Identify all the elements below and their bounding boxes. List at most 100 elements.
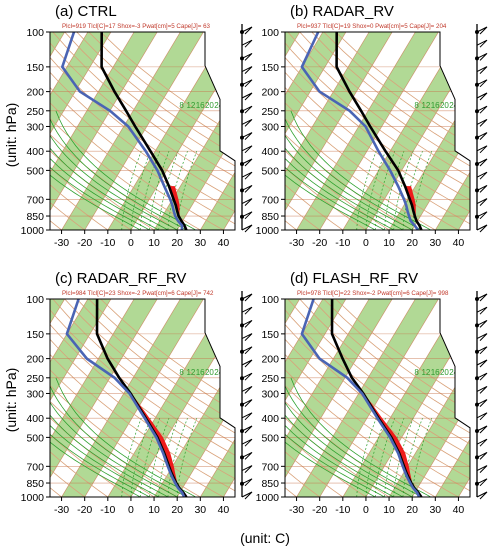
wind-dot: [240, 349, 244, 354]
wind-dot: [475, 376, 479, 381]
isotherm-line: [176, 32, 235, 230]
mixing-ratio-label: 32: [468, 101, 477, 110]
x-tick-label: -20: [312, 504, 327, 516]
moist-adiabat: [50, 110, 178, 230]
panel-stats: Plcl=919 Tlcl[C]=17 Shox=-3 Pwat[cm]=5 C…: [62, 23, 211, 30]
x-tick-label: 40: [453, 237, 465, 249]
wind-barb: [476, 132, 488, 140]
wind-dot: [240, 429, 244, 433]
y-tick-label: 700: [261, 461, 279, 473]
isotherm-line: [50, 32, 112, 230]
isotherm-line: [50, 32, 135, 230]
moist-adiabat: [285, 110, 394, 230]
wind-dot: [475, 109, 479, 114]
x-tick-label: -30: [289, 237, 304, 249]
isotherm-line: [50, 32, 158, 230]
wind-barb: [241, 293, 253, 302]
wind-barb: [241, 66, 253, 74]
mixing-ratio-line: [130, 151, 151, 230]
y-axis-label-bottom: (unit: hPa): [3, 368, 19, 433]
mixing-ratio-line: [411, 151, 433, 230]
wind-dot: [475, 82, 479, 87]
mixing-ratio-line: [158, 151, 179, 230]
y-tick-label: 150: [26, 62, 44, 74]
x-tick-label: 20: [406, 237, 418, 249]
wind-barb: [241, 132, 253, 140]
isotherm-line: [50, 299, 112, 497]
wind-barb: [241, 184, 253, 193]
moist-adiabat: [55, 377, 196, 497]
isotherm-line: [84, 299, 204, 497]
plot-frame: [49, 31, 236, 231]
mixing-ratio-line: [121, 151, 142, 230]
mixing-ratio-line: [393, 418, 414, 497]
wind-dot: [475, 162, 479, 166]
dewpoint-profile: [65, 299, 186, 497]
mixing-ratio-label: 28: [458, 368, 467, 377]
mixing-ratio-label: 28: [458, 101, 467, 110]
wind-barb: [476, 412, 488, 421]
y-tick-label: 100: [261, 294, 279, 306]
x-tick-label: -10: [100, 504, 115, 516]
wind-barb: [476, 478, 488, 487]
mixing-ratio-label: 28: [223, 101, 232, 110]
y-tick-label: 1000: [21, 492, 45, 504]
wind-barb: [476, 359, 488, 368]
mixing-ratio-label: 24: [214, 101, 223, 110]
x-tick-label: -20: [77, 504, 92, 516]
mixing-ratio-label: 12: [186, 101, 195, 110]
mixing-ratio-label: 20: [205, 368, 214, 377]
x-tick-label: 0: [363, 504, 369, 516]
y-tick-label: 300: [261, 388, 279, 400]
y-tick-label: 400: [26, 413, 44, 425]
y-tick-label: 200: [261, 87, 279, 99]
y-tick-label: 1000: [21, 225, 45, 237]
mixing-ratio-label: 16: [431, 368, 440, 377]
isotherm-band: [50, 32, 158, 230]
isotherm-line: [285, 299, 393, 497]
mixing-ratio-label: 20: [205, 101, 214, 110]
wind-dot: [240, 82, 244, 87]
wind-dot: [475, 323, 479, 328]
moist-adiabat: [50, 110, 150, 230]
x-tick-label: 10: [383, 504, 395, 516]
y-tick-label: 700: [261, 194, 279, 206]
wind-barb: [476, 79, 488, 88]
y-tick-label: 1000: [256, 225, 280, 237]
x-tick-label: 0: [363, 237, 369, 249]
mixing-ratio-label: 20: [440, 101, 449, 110]
wind-barb: [476, 184, 488, 193]
mixing-ratio-line: [167, 151, 188, 230]
wind-barb: [241, 224, 253, 233]
y-tick-label: 200: [26, 87, 44, 99]
isotherm-line: [285, 299, 370, 497]
y-tick-label: 250: [26, 373, 44, 385]
y-tick-label: 400: [261, 413, 279, 425]
mixing-ratio-label: 24: [449, 101, 458, 110]
panel-title: (b) RADAR_RV: [290, 3, 394, 20]
wind-barb: [476, 26, 488, 35]
moist-adiabat: [290, 377, 431, 497]
y-tick-label: 150: [26, 329, 44, 341]
x-tick-label: 40: [453, 504, 465, 516]
mixing-ratio-label: 12: [421, 368, 430, 377]
x-tick-label: -10: [335, 504, 350, 516]
isotherm-line: [84, 32, 204, 230]
panel-title: (d) FLASH_RF_RV: [290, 270, 418, 287]
x-tick-label: 10: [148, 237, 160, 249]
wind-dot: [475, 297, 479, 301]
isotherm-line: [50, 299, 158, 497]
mixing-ratio-label: 20: [440, 368, 449, 377]
mixing-ratio-label: 8: [179, 101, 184, 110]
wind-dot: [240, 297, 244, 301]
isotherm-band: [50, 32, 111, 230]
wind-dot: [240, 109, 244, 114]
wind-barb: [476, 105, 488, 114]
wind-barb: [241, 52, 253, 61]
wind-dot: [240, 376, 244, 381]
x-tick-label: 30: [429, 237, 441, 249]
wind-barb: [241, 385, 253, 394]
y-tick-label: 100: [261, 27, 279, 39]
isotherm-line: [411, 32, 470, 230]
y-tick-label: 250: [261, 373, 279, 385]
